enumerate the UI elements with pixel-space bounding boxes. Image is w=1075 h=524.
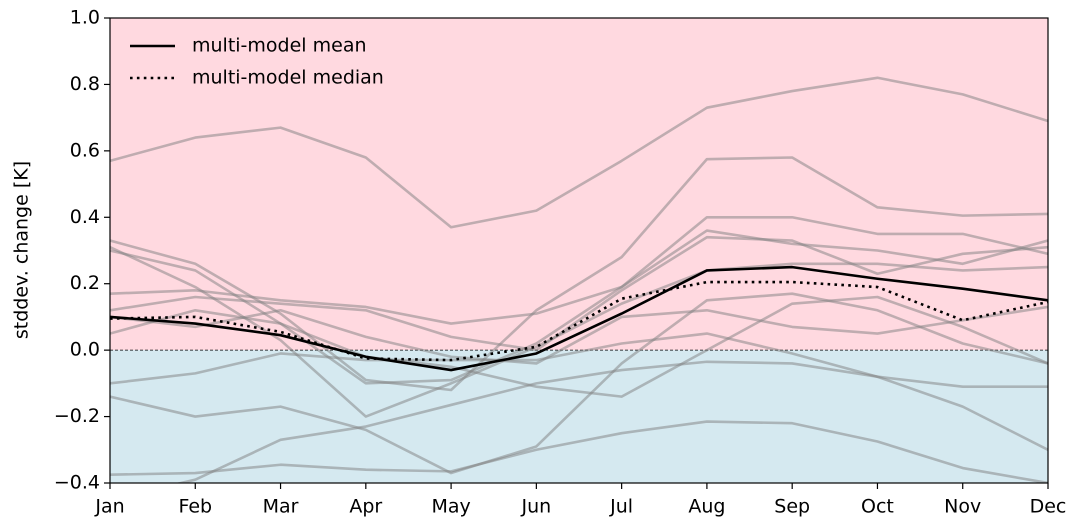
x-tick-label: Jul xyxy=(609,496,633,518)
y-tick-label: 0.8 xyxy=(70,73,100,95)
positive-region xyxy=(110,18,1048,351)
legend-label: multi-model mean xyxy=(192,35,367,57)
plot-lines xyxy=(110,76,1048,483)
model-line xyxy=(110,156,1048,392)
plot-frame xyxy=(109,17,1049,484)
model-line xyxy=(110,229,1048,325)
model-line xyxy=(110,305,1048,365)
x-tick-label: Oct xyxy=(861,496,894,518)
x-tick-label: Aug xyxy=(688,496,725,518)
x-tick-label: Sep xyxy=(774,496,810,518)
y-axis-label: stddev. change [K] xyxy=(11,161,33,339)
model-line xyxy=(110,295,1048,398)
y-tick-label: −0.4 xyxy=(54,472,100,494)
y-tick-label: 0.4 xyxy=(70,206,100,228)
model-line xyxy=(110,420,1048,483)
model-line xyxy=(110,76,1048,229)
x-tick-label: Nov xyxy=(944,496,981,518)
y-tick-label: 0.2 xyxy=(70,272,100,294)
model-line xyxy=(175,360,1048,483)
x-tick-label: Jan xyxy=(94,496,124,518)
y-tick-label: 0.6 xyxy=(70,139,100,161)
model-line xyxy=(110,292,1048,475)
y-tick-label: −0.2 xyxy=(54,405,100,427)
negative-region xyxy=(110,350,1048,483)
x-tick-label: Mar xyxy=(263,496,299,518)
x-tick-label: Apr xyxy=(349,496,382,518)
model-line xyxy=(110,246,1048,418)
axes: −0.4 −0.2 0.0 0.2 0.4 0.6 0.8 1.0 Jan Feb Mar Apr Ma… xyxy=(54,7,1067,518)
model-line xyxy=(110,235,1048,352)
x-tick-label: May xyxy=(431,496,470,518)
model-line xyxy=(110,215,1048,385)
legend-label: multi-model median xyxy=(192,67,384,89)
x-tick-label: Dec xyxy=(1030,496,1067,518)
y-tick-label: 1.0 xyxy=(70,7,100,29)
series-line xyxy=(110,265,1048,372)
model-line xyxy=(110,332,1048,451)
x-tick-label: Feb xyxy=(178,496,212,518)
x-tick-label: Jun xyxy=(521,496,552,518)
background xyxy=(110,18,1048,483)
y-tick-label: 0.0 xyxy=(70,339,100,361)
